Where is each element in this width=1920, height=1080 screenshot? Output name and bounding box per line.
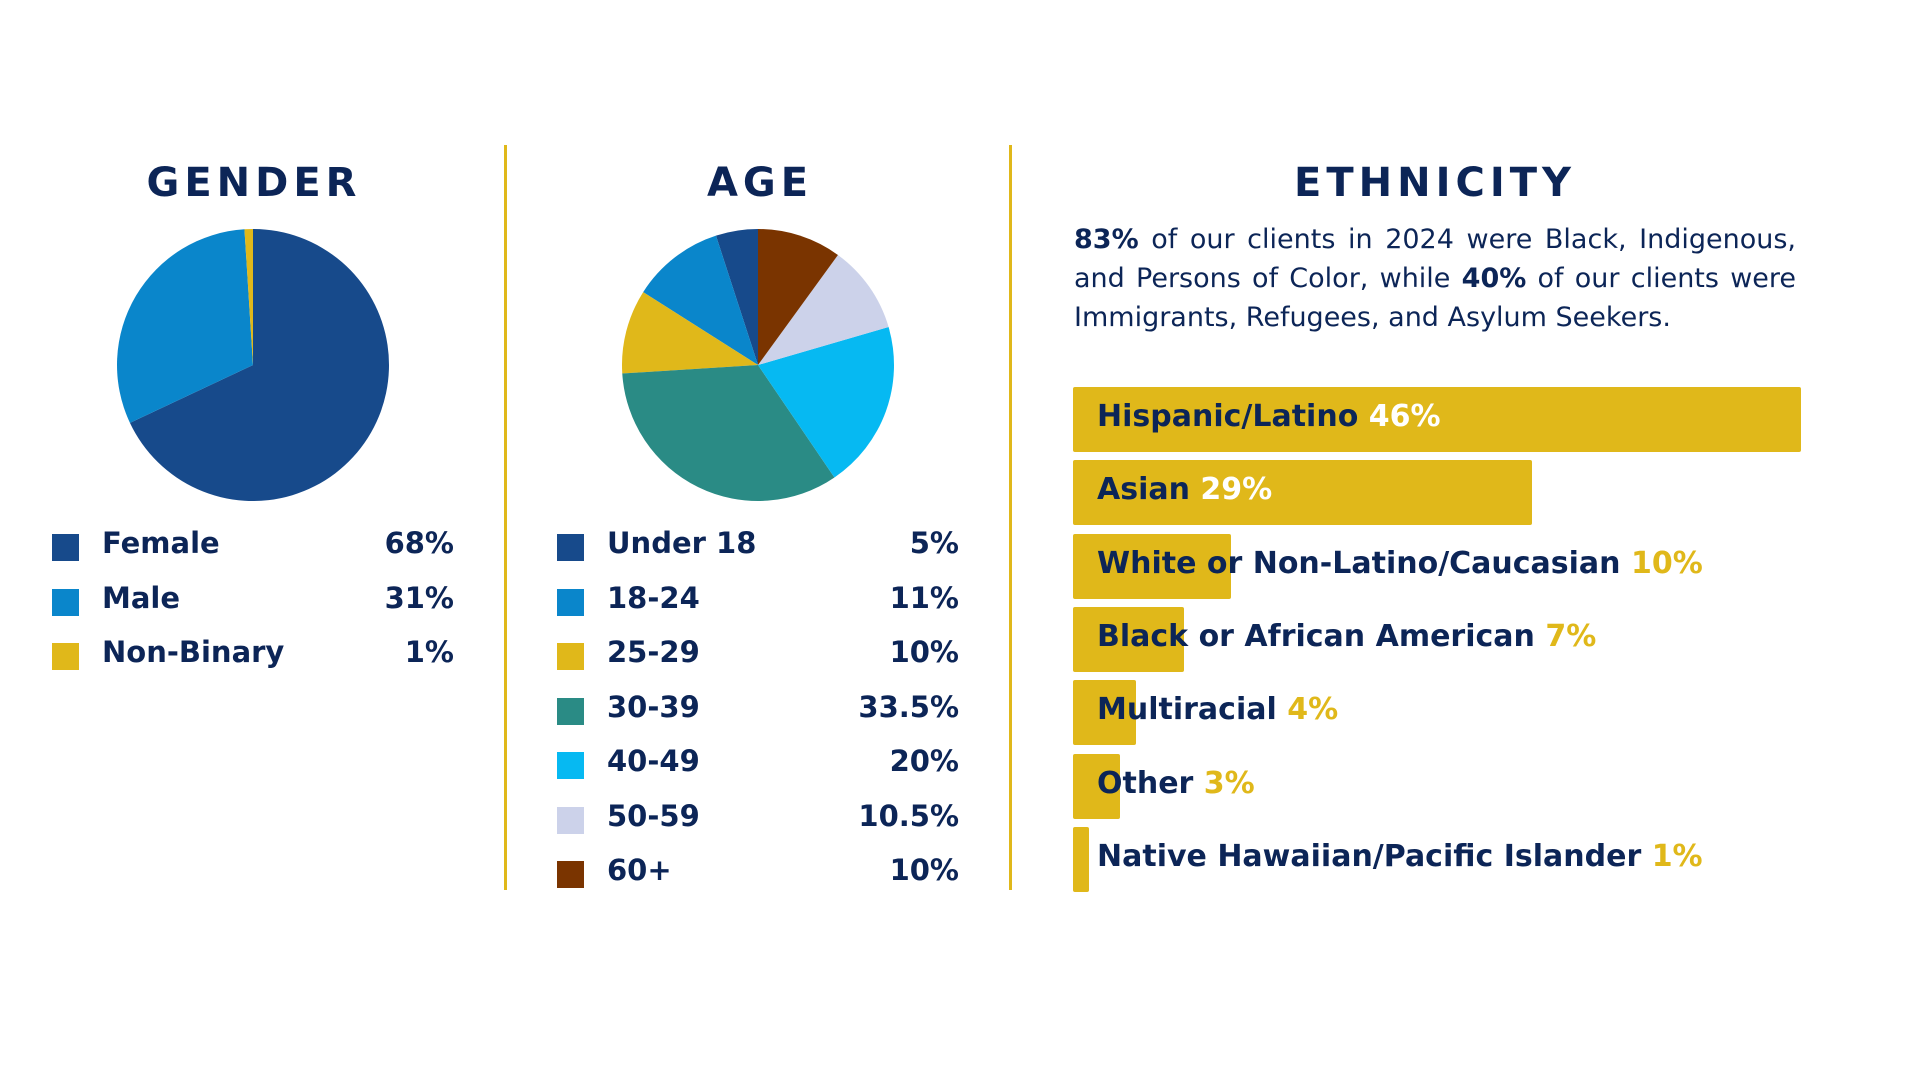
ethnicity-bar-label: Hispanic/Latino 46% xyxy=(1097,399,1441,434)
divider-gender-age xyxy=(504,145,507,890)
intro-stat-bipoc: 83% xyxy=(1074,224,1139,255)
age-legend-label: 40-49 xyxy=(607,744,700,778)
ethnicity-bar-asian xyxy=(1073,460,1532,526)
intro-text-1: of our clients in 2024 were Black, Indig… xyxy=(1074,224,1796,294)
age-legend-label: 60+ xyxy=(607,853,672,887)
gender-slice-non-binary xyxy=(244,229,253,365)
age-legend-value: 10% xyxy=(889,853,959,887)
age-legend-value: 33.5% xyxy=(858,689,959,724)
ethnicity-bar-label: Asian 29% xyxy=(1097,472,1272,507)
age-slice-40-49 xyxy=(758,327,894,478)
age-legend-swatch xyxy=(557,534,584,561)
gender-legend-swatch xyxy=(52,534,79,561)
gender-slice-female xyxy=(129,229,390,502)
gender-legend-item: Non-Binary 1% xyxy=(52,635,454,696)
gender-legend-item: Female 68% xyxy=(52,526,454,587)
gender-title: GENDER xyxy=(146,160,362,206)
age-slice-under-18 xyxy=(715,229,758,365)
age-legend-label: 50-59 xyxy=(607,798,700,833)
ethnicity-bar-white-or-non-latino-caucasian xyxy=(1073,533,1232,599)
age-legend-item: 50-59 10.5% xyxy=(557,799,959,860)
gender-legend-label: Male xyxy=(102,580,181,615)
age-legend-value: 11% xyxy=(889,580,959,615)
ethnicity-value-label: 3% xyxy=(1203,765,1255,801)
age-slice-25-29 xyxy=(622,292,758,374)
ethnicity-category-label: Multiracial xyxy=(1097,692,1277,728)
age-legend-label: Under 18 xyxy=(607,526,757,560)
gender-legend-label: Non-Binary xyxy=(102,635,285,669)
ethnicity-value-label: 4% xyxy=(1287,692,1339,728)
age-legend: Under 18 5% 18-24 11% 25-29 10% 30-39 33.5% 40-4… xyxy=(557,526,959,914)
age-legend-swatch xyxy=(557,643,584,670)
ethnicity-category-label: Asian xyxy=(1097,472,1190,508)
age-legend-swatch xyxy=(557,588,584,616)
age-legend-item: 25-29 10% xyxy=(557,635,959,696)
ethnicity-bar-label: Other 3% xyxy=(1097,766,1255,801)
ethnicity-value-label: 29% xyxy=(1200,472,1273,508)
age-legend-item: 40-49 20% xyxy=(557,744,959,805)
ethnicity-value-label: 7% xyxy=(1545,618,1597,654)
age-legend-value: 10.5% xyxy=(858,798,959,833)
age-legend-swatch xyxy=(557,752,584,779)
ethnicity-category-label: Other xyxy=(1097,765,1194,801)
ethnicity-bar-multiracial xyxy=(1073,680,1137,746)
ethnicity-value-label: 10% xyxy=(1631,545,1703,581)
ethnicity-bar-label: White or Non-Latino/Caucasian 10% xyxy=(1097,546,1703,581)
intro-stat-immigrants: 40% xyxy=(1461,263,1527,294)
ethnicity-title: ETHNICITY xyxy=(1294,160,1576,206)
ethnicity-category-label: Hispanic/Latino xyxy=(1097,399,1359,434)
gender-legend-value: 68% xyxy=(384,526,454,560)
age-slice-60-plus xyxy=(758,229,838,365)
ethnicity-bar-label: Multiracial 4% xyxy=(1097,692,1338,727)
age-slice-50-59 xyxy=(758,254,889,365)
gender-legend-item: Male 31% xyxy=(52,581,454,642)
age-legend-value: 20% xyxy=(889,744,959,778)
gender-pie-chart xyxy=(116,229,390,502)
age-legend-item: Under 18 5% xyxy=(557,526,959,587)
age-legend-swatch xyxy=(557,861,584,888)
intro-text-2: of our clients were Immigrants, Refugees… xyxy=(1074,263,1797,333)
age-legend-label: 18-24 xyxy=(607,580,700,615)
ethnicity-category-label: Native Hawaiian/Pacific Islander xyxy=(1097,838,1642,874)
ethnicity-bar-label: Black or African American 7% xyxy=(1097,619,1596,654)
age-legend-swatch xyxy=(557,697,584,725)
age-slice-18-24 xyxy=(643,235,758,365)
ethnicity-value-label: 46% xyxy=(1368,399,1441,434)
age-legend-label: 25-29 xyxy=(607,635,700,669)
gender-legend-swatch xyxy=(52,588,79,616)
age-legend-item: 30-39 33.5% xyxy=(557,690,959,751)
gender-legend: Female 68% Male 31% Non-Binary 1% xyxy=(52,526,454,696)
ethnicity-bar-native-hawaiian-pacific-islander xyxy=(1073,826,1089,892)
gender-slice-male xyxy=(116,229,253,423)
ethnicity-bar-black-or-african-american xyxy=(1073,606,1184,672)
ethnicity-value-label: 1% xyxy=(1651,838,1703,874)
ethnicity-intro: 83% of our clients in 2024 were Black, I… xyxy=(1074,220,1796,337)
age-legend-item: 60+ 10% xyxy=(557,853,959,914)
ethnicity-bar-other xyxy=(1073,753,1121,819)
gender-legend-value: 1% xyxy=(404,635,454,669)
age-legend-item: 18-24 11% xyxy=(557,581,959,642)
age-legend-value: 10% xyxy=(889,635,959,669)
gender-legend-value: 31% xyxy=(384,580,454,615)
age-legend-value: 5% xyxy=(909,526,959,560)
ethnicity-category-label: Black or African American xyxy=(1097,618,1535,654)
ethnicity-bar-label: Native Hawaiian/Pacific Islander 1% xyxy=(1097,839,1703,874)
ethnicity-category-label: White or Non-Latino/Caucasian xyxy=(1097,545,1621,581)
age-legend-label: 30-39 xyxy=(607,689,700,724)
divider-age-ethnicity xyxy=(1009,145,1012,890)
age-title: AGE xyxy=(706,160,814,206)
ethnicity-bar-hispanic-latino xyxy=(1073,387,1801,452)
gender-legend-swatch xyxy=(52,643,79,670)
age-slice-30-39 xyxy=(622,365,835,501)
age-pie-chart xyxy=(622,229,894,501)
age-legend-swatch xyxy=(557,806,584,834)
gender-legend-label: Female xyxy=(102,526,220,560)
